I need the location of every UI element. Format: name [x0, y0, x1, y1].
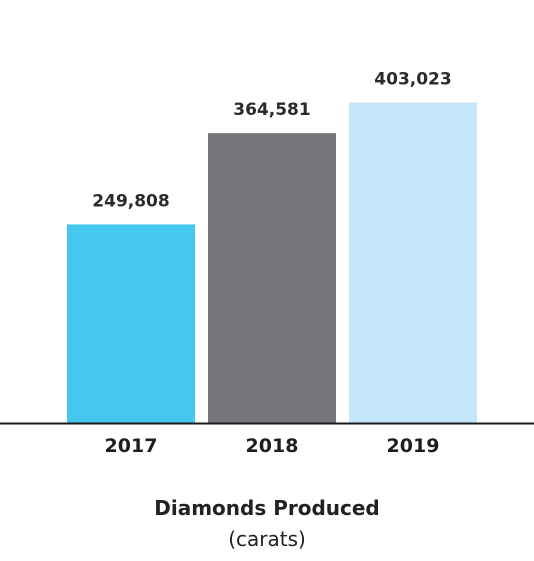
value-label-2019: 403,023	[374, 70, 451, 90]
bar-2017	[67, 224, 195, 423]
x-tick-label-2019: 2019	[387, 435, 440, 457]
value-label-2017: 249,808	[92, 191, 169, 211]
bar-chart: 249,808 2017 364,581 2018 403,023 2019	[0, 70, 534, 457]
x-tick-label-2017: 2017	[105, 435, 158, 457]
bar-2018	[208, 133, 336, 423]
labels-group: 249,808 2017 364,581 2018 403,023 2019	[92, 70, 451, 457]
bar-2019	[349, 102, 477, 424]
bars-group	[67, 102, 477, 424]
x-tick-label-2018: 2018	[246, 435, 299, 457]
chart-title: Diamonds Produced	[154, 496, 380, 520]
value-label-2018: 364,581	[233, 100, 310, 120]
chart-subtitle: (carats)	[228, 527, 306, 551]
